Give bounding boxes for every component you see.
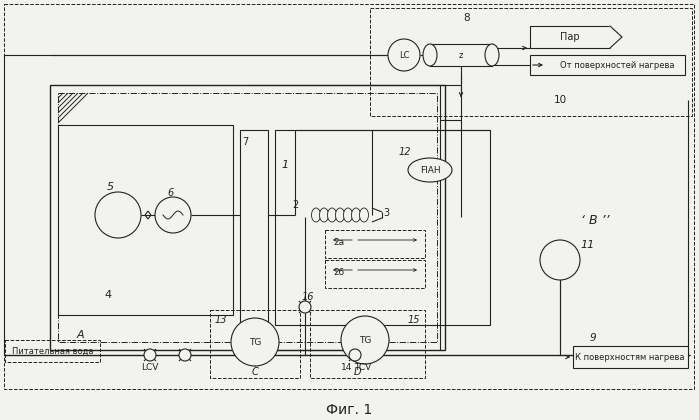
Text: 11: 11 xyxy=(581,240,595,250)
Bar xyxy=(310,310,425,378)
Bar xyxy=(240,130,268,325)
Text: 15: 15 xyxy=(408,315,420,325)
Bar xyxy=(58,93,437,342)
Text: 6: 6 xyxy=(168,188,174,198)
Bar xyxy=(325,230,425,258)
Text: Фиг. 1: Фиг. 1 xyxy=(326,403,372,417)
Text: 13: 13 xyxy=(215,315,227,325)
Bar xyxy=(210,310,300,378)
Circle shape xyxy=(231,318,279,366)
Text: LC: LC xyxy=(398,50,409,60)
Circle shape xyxy=(388,39,420,71)
Ellipse shape xyxy=(336,208,345,222)
Circle shape xyxy=(155,197,191,233)
Text: TG: TG xyxy=(249,338,261,346)
Polygon shape xyxy=(610,26,622,48)
Bar xyxy=(5,340,100,362)
Text: A: A xyxy=(76,330,84,340)
Bar xyxy=(58,125,233,315)
Bar xyxy=(430,44,492,66)
Text: ‘ В ’’: ‘ В ’’ xyxy=(581,213,610,226)
Text: 3: 3 xyxy=(383,208,389,218)
Ellipse shape xyxy=(423,44,437,66)
Circle shape xyxy=(179,349,191,361)
Bar xyxy=(50,85,445,350)
Text: LCV: LCV xyxy=(141,362,159,372)
Text: От поверхностей нагрева: От поверхностей нагрева xyxy=(560,60,675,69)
Circle shape xyxy=(144,349,156,361)
Circle shape xyxy=(95,192,141,238)
Text: D: D xyxy=(353,367,361,377)
Text: 14: 14 xyxy=(341,362,353,372)
Text: 1: 1 xyxy=(282,160,289,170)
Ellipse shape xyxy=(408,158,452,182)
Text: 4: 4 xyxy=(104,290,112,300)
Ellipse shape xyxy=(359,208,368,222)
Text: 7: 7 xyxy=(242,137,248,147)
Text: К поверхностям нагрева: К поверхностям нагрева xyxy=(575,352,685,362)
Text: 12: 12 xyxy=(398,147,411,157)
Ellipse shape xyxy=(328,208,336,222)
Bar xyxy=(530,26,610,48)
Text: 2: 2 xyxy=(292,200,298,210)
Text: 2б: 2б xyxy=(333,268,344,277)
Ellipse shape xyxy=(312,208,321,222)
Text: z: z xyxy=(459,50,463,60)
Bar xyxy=(573,346,688,368)
Bar xyxy=(370,8,692,116)
Text: TG: TG xyxy=(359,336,371,344)
Text: 9: 9 xyxy=(590,333,596,343)
Bar xyxy=(325,260,425,288)
Circle shape xyxy=(540,240,580,280)
Circle shape xyxy=(299,301,311,313)
Text: C: C xyxy=(252,367,259,377)
Text: 10: 10 xyxy=(554,95,567,105)
Text: Питательная вода: Питательная вода xyxy=(13,346,94,355)
Bar xyxy=(275,130,490,325)
Ellipse shape xyxy=(485,44,499,66)
Ellipse shape xyxy=(352,208,361,222)
Text: 2а: 2а xyxy=(333,238,344,247)
Text: 16: 16 xyxy=(302,292,315,302)
Text: 5: 5 xyxy=(106,182,113,192)
Text: Пар: Пар xyxy=(560,32,579,42)
Circle shape xyxy=(349,349,361,361)
Bar xyxy=(530,55,685,75)
Text: FIAH: FIAH xyxy=(419,165,440,174)
Circle shape xyxy=(341,316,389,364)
Text: TCV: TCV xyxy=(354,362,372,372)
Text: 8: 8 xyxy=(463,13,470,23)
Ellipse shape xyxy=(343,208,352,222)
Ellipse shape xyxy=(319,208,329,222)
